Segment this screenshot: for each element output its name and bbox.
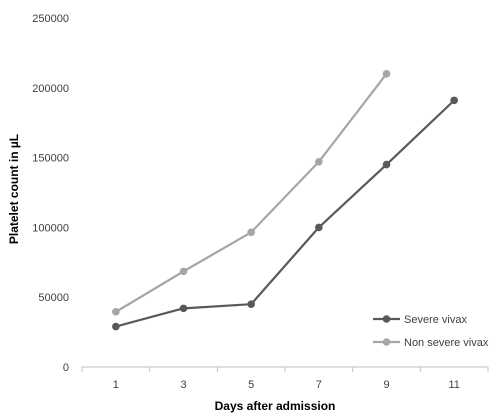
legend-label: Severe vivax: [404, 314, 467, 326]
y-tick-label: 100000: [32, 222, 69, 234]
y-tick-label: 0: [63, 362, 69, 374]
x-tick-label: 5: [248, 379, 254, 391]
legend-marker: [382, 315, 391, 323]
y-tick-label: 150000: [32, 153, 69, 165]
data-point-severe-vivax: [382, 160, 391, 169]
y-tick-label: 200000: [32, 83, 69, 95]
data-point-severe-vivax: [179, 304, 188, 313]
legend-label: Non severe vivax: [404, 337, 489, 349]
series-layer: [112, 70, 458, 331]
data-point-non-severe-vivax: [315, 157, 323, 166]
data-point-non-severe-vivax: [179, 267, 188, 276]
y-tick-label: 50000: [38, 292, 69, 304]
data-point-non-severe-vivax: [382, 70, 391, 78]
x-axis-ticks: 1 3 5 7 9 11: [81, 367, 489, 391]
x-tick-label: 7: [316, 379, 322, 391]
data-point-non-severe-vivax: [247, 228, 255, 237]
data-point-severe-vivax: [315, 223, 323, 232]
x-tick-label: 11: [448, 379, 459, 391]
legend-marker: [382, 338, 391, 346]
y-axis-ticks: 0 50000 100000 150000 200000 250000: [32, 13, 69, 374]
legend: Severe vivax Non severe vivax: [373, 314, 489, 349]
x-axis-title: Days after admission: [215, 399, 336, 413]
data-point-severe-vivax: [112, 322, 120, 331]
data-point-severe-vivax: [450, 96, 458, 105]
data-point-severe-vivax: [247, 300, 255, 308]
y-axis-title: Platelet count in µL: [7, 134, 21, 244]
series-line-non-severe-vivax: [115, 73, 388, 313]
data-point-non-severe-vivax: [112, 308, 120, 316]
x-tick-label: 9: [383, 379, 389, 391]
y-tick-label: 250000: [32, 13, 69, 25]
x-tick-label: 3: [180, 379, 186, 391]
x-tick-label: 1: [113, 379, 119, 391]
series-line-severe-vivax: [115, 99, 455, 328]
